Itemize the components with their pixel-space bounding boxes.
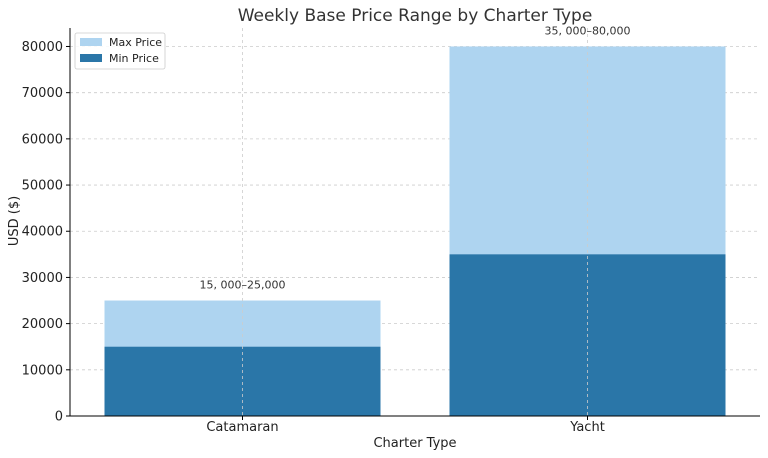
x-axis-label: Charter Type	[373, 436, 456, 451]
y-tick-label: 20000	[22, 317, 63, 332]
bar-annotation: 15, 000–25,000	[200, 279, 286, 292]
y-tick-label: 40000	[22, 225, 63, 240]
y-tick-label: 30000	[22, 271, 63, 286]
y-tick-label: 10000	[22, 363, 63, 378]
y-axis-label: USD ($)	[7, 196, 22, 246]
legend: Max Price Min Price	[74, 32, 166, 70]
bar-min-catamaran	[104, 346, 381, 416]
x-tick-label: Catamaran	[206, 420, 278, 435]
y-tick-label: 0	[55, 410, 63, 425]
legend-label: Max Price	[109, 36, 162, 49]
annotations: 15, 000–25,000 35, 000–80,000	[200, 24, 631, 291]
chart-title: Weekly Base Price Range by Charter Type	[238, 6, 593, 26]
x-tick-label: Yacht	[569, 420, 605, 435]
legend-swatch	[80, 38, 102, 46]
y-tick-label: 60000	[22, 132, 63, 147]
y-tick-label: 50000	[22, 179, 63, 194]
legend-label: Min Price	[109, 52, 159, 65]
y-tick-label: 80000	[22, 40, 63, 55]
y-tick-label: 70000	[22, 86, 63, 101]
bar-annotation: 35, 000–80,000	[545, 24, 631, 37]
legend-swatch	[80, 54, 102, 62]
ticks: 0 10000 20000 30000 40000 50000 60000 70000 8000…	[22, 40, 605, 435]
bars	[104, 28, 726, 416]
